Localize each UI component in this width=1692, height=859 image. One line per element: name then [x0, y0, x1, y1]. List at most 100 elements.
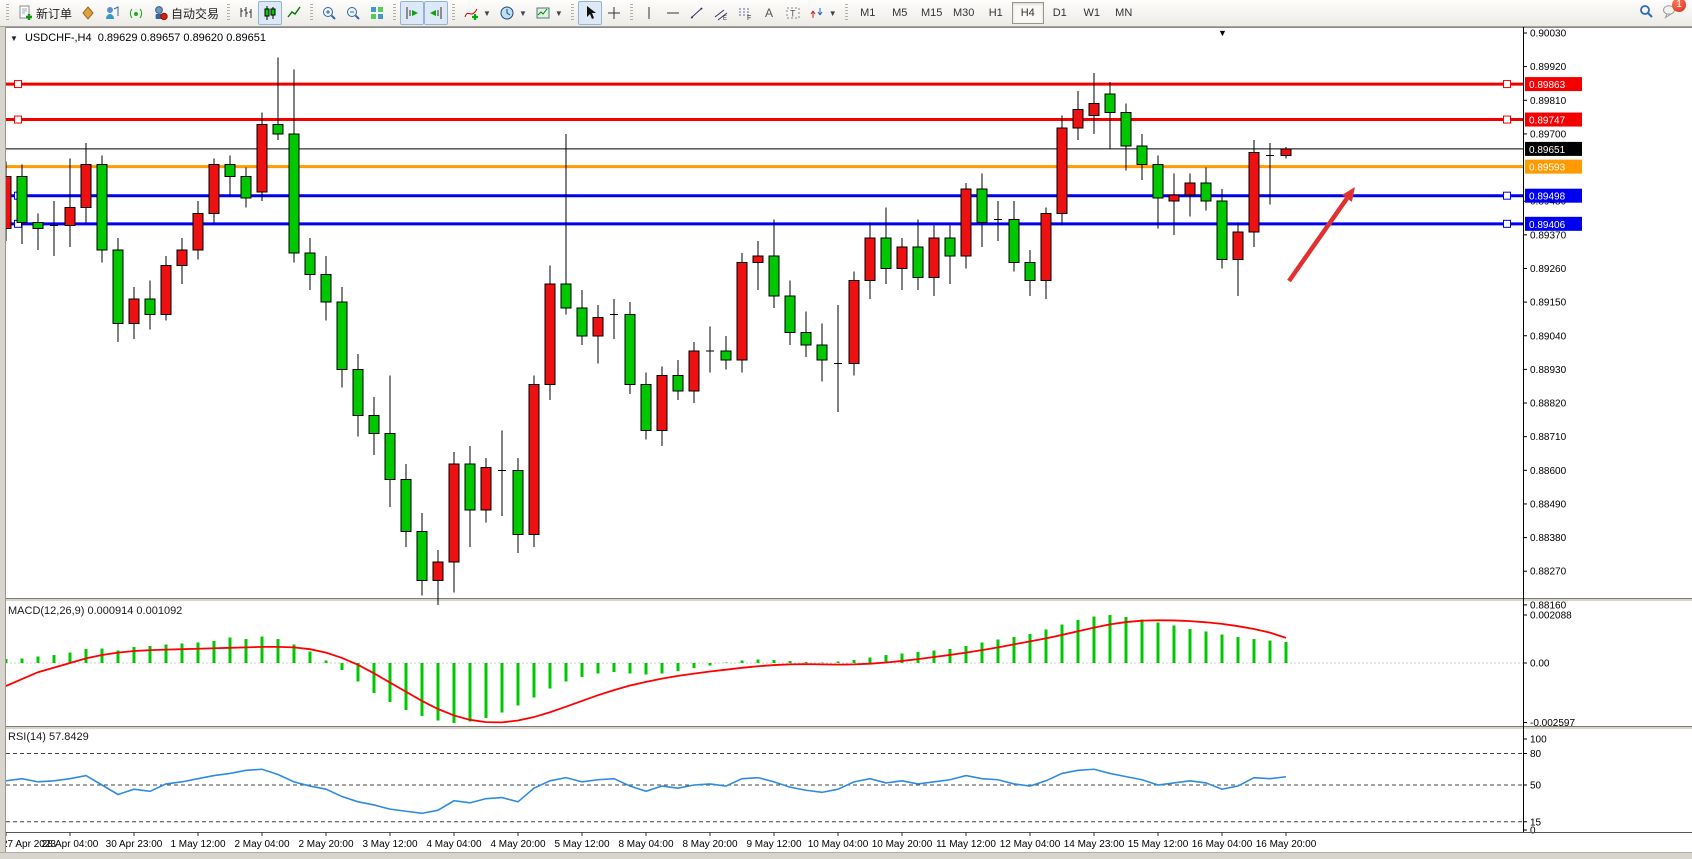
line-handle[interactable]	[14, 80, 22, 89]
tf-M1[interactable]: M1	[860, 7, 876, 19]
candle	[64, 158, 76, 248]
text-label-icon: T	[785, 5, 801, 21]
ohlc-low: 0.89620	[183, 32, 224, 44]
arrow-annotation[interactable]	[1287, 187, 1355, 283]
btn-periods[interactable]: ▼	[495, 1, 531, 25]
btn-crosshair[interactable]	[602, 1, 626, 25]
btn-hline[interactable]	[661, 1, 685, 25]
tile-windows-icon	[369, 5, 385, 21]
price-badge	[1525, 141, 1582, 156]
tf-W1[interactable]: W1	[1083, 7, 1100, 19]
candle	[1168, 173, 1180, 235]
chevron-down-icon[interactable]: ▼	[518, 8, 527, 18]
candle	[706, 326, 714, 373]
tf-M30[interactable]: M30	[953, 7, 975, 19]
btn-auto-scroll[interactable]	[400, 1, 425, 25]
candle	[768, 219, 780, 309]
time-tick-label: 2 May 20:00	[298, 839, 353, 850]
line-handle[interactable]	[1503, 219, 1511, 228]
btn-text-label[interactable]: T	[781, 1, 805, 25]
candle	[1248, 140, 1260, 248]
tf-H4[interactable]: H4	[1011, 2, 1044, 24]
price-tick-label: 0.88160	[1530, 600, 1567, 611]
tf-M15[interactable]: M15	[921, 7, 943, 19]
candle	[1104, 81, 1116, 150]
candle	[160, 256, 172, 321]
candle	[672, 360, 684, 400]
tf-H1[interactable]: H1	[988, 7, 1003, 19]
ohlc-open: 0.89629	[97, 32, 138, 44]
btn-search[interactable]	[1638, 3, 1654, 24]
btn-zoom-in[interactable]	[317, 1, 341, 25]
btn-bar-chart[interactable]	[234, 1, 258, 25]
candle	[128, 286, 140, 339]
candle	[192, 201, 204, 260]
candle	[944, 225, 956, 284]
fibonacci-icon: F	[737, 5, 753, 21]
candle	[656, 366, 668, 446]
price-badge	[1525, 112, 1582, 127]
btn-indicators[interactable]: ▼	[459, 1, 495, 25]
time-tick-label: 12 May 04:00	[1000, 839, 1061, 850]
cursor-icon	[582, 5, 598, 21]
btn-trendline[interactable]	[685, 1, 709, 25]
candle	[640, 372, 652, 440]
tf-MN[interactable]: MN	[1115, 7, 1133, 19]
btn-channel[interactable]: E	[709, 1, 733, 25]
time-tick-label: 27 Apr 2023	[2, 839, 56, 850]
candle	[544, 265, 556, 400]
zoom-in-icon	[321, 5, 337, 21]
candle	[288, 69, 300, 263]
btn-chat[interactable]: 1	[1662, 0, 1686, 24]
chevron-down-icon[interactable]: ▼	[10, 34, 18, 43]
btn-signal[interactable]	[124, 1, 148, 25]
btn-arrows[interactable]: ▼	[805, 1, 841, 25]
btn-new-order[interactable]: 新订单	[13, 1, 76, 25]
line-chart-icon	[286, 5, 302, 21]
auto-scroll-icon	[404, 5, 420, 21]
autotrade-icon	[152, 5, 168, 21]
candle	[976, 173, 988, 248]
tf-M5[interactable]: M5	[892, 7, 908, 19]
btn-tile-windows[interactable]	[365, 1, 389, 25]
candle	[498, 430, 506, 517]
btn-cursor[interactable]	[577, 1, 602, 25]
time-tick-label: 15 May 12:00	[1128, 839, 1189, 850]
btn-autotrade[interactable]: 自动交易	[148, 1, 223, 25]
line-handle[interactable]	[1503, 115, 1511, 124]
chevron-down-icon[interactable]: ▼	[483, 8, 491, 18]
btn-candlestick[interactable]	[258, 1, 283, 25]
time-tick-label: 16 May 04:00	[1192, 839, 1253, 850]
time-tick-label: 5 May 12:00	[554, 839, 609, 850]
chevron-down-icon[interactable]: ▼	[554, 8, 563, 18]
candle	[1280, 147, 1292, 159]
candle	[1120, 103, 1132, 171]
text-a-icon: A	[761, 5, 777, 21]
chevron-down-icon[interactable]: ▼	[828, 8, 837, 18]
line-handle[interactable]	[1503, 80, 1511, 89]
line-handle[interactable]	[14, 115, 22, 124]
btn-market-watch[interactable]	[100, 1, 124, 25]
btn-text-a[interactable]: A	[757, 1, 781, 25]
candle	[448, 451, 460, 593]
time-tick-label: 4 May 20:00	[490, 839, 545, 850]
market-watch-icon	[104, 5, 120, 21]
btn-templates[interactable]: ▼	[531, 1, 567, 25]
rsi-axis-label: 100	[1530, 735, 1547, 746]
crosshair-icon	[606, 5, 622, 21]
price-tick-label: 0.89260	[1530, 264, 1567, 275]
btn-fibonacci[interactable]: F	[733, 1, 757, 25]
btn-chart-shift[interactable]	[424, 1, 449, 25]
toolbar-group-handle	[452, 4, 456, 22]
line-handle[interactable]	[1503, 191, 1511, 200]
btn-styles[interactable]	[76, 1, 100, 25]
candle	[464, 445, 476, 547]
btn-line-chart[interactable]	[282, 1, 306, 25]
macd-axis-label: 0.00	[1530, 659, 1550, 670]
hline-icon	[665, 5, 681, 21]
btn-zoom-out[interactable]	[341, 1, 365, 25]
candle	[96, 155, 108, 263]
tf-D1[interactable]: D1	[1052, 7, 1067, 19]
time-tick-label: 1 May 12:00	[170, 839, 225, 850]
btn-vline[interactable]	[637, 1, 661, 25]
